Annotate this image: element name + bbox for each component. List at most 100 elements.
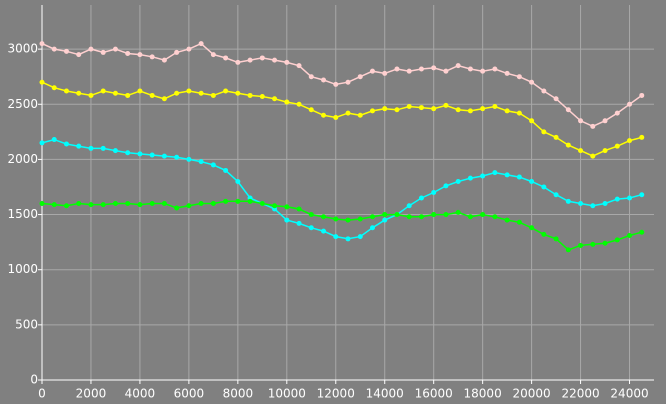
- point: [137, 88, 143, 94]
- point: [443, 183, 449, 189]
- point: [590, 123, 596, 129]
- y-tick-label: 2500: [7, 97, 38, 111]
- point: [186, 156, 192, 162]
- point: [51, 46, 57, 52]
- point: [76, 143, 82, 149]
- point: [541, 88, 547, 94]
- point: [639, 92, 645, 98]
- point: [174, 49, 180, 55]
- point: [431, 212, 437, 218]
- point: [467, 175, 473, 181]
- point: [235, 198, 241, 204]
- point: [357, 216, 363, 222]
- point: [614, 110, 620, 116]
- point: [186, 88, 192, 94]
- point: [259, 94, 265, 100]
- point: [321, 228, 327, 234]
- point: [418, 214, 424, 220]
- point: [541, 231, 547, 237]
- point: [296, 101, 302, 107]
- point: [565, 107, 571, 113]
- point: [333, 81, 339, 87]
- point: [529, 178, 535, 184]
- point: [198, 159, 204, 165]
- point: [492, 170, 498, 176]
- point: [553, 96, 559, 102]
- point: [504, 70, 510, 76]
- point: [39, 79, 45, 85]
- point: [443, 68, 449, 74]
- point: [467, 108, 473, 114]
- point: [223, 198, 229, 204]
- point: [186, 46, 192, 52]
- point: [614, 196, 620, 202]
- point: [382, 212, 388, 218]
- point: [382, 217, 388, 223]
- point: [112, 90, 118, 96]
- point: [39, 41, 45, 47]
- point: [382, 106, 388, 112]
- point: [223, 167, 229, 173]
- point: [369, 108, 375, 114]
- point: [504, 172, 510, 178]
- x-tick-label: 0: [38, 387, 46, 401]
- point: [627, 233, 633, 239]
- point: [382, 70, 388, 76]
- point: [149, 152, 155, 158]
- point: [480, 106, 486, 112]
- y-tick-label: 500: [15, 317, 38, 331]
- point: [516, 174, 522, 180]
- point: [602, 118, 608, 124]
- point: [455, 63, 461, 69]
- point: [149, 92, 155, 98]
- point: [418, 66, 424, 72]
- point: [529, 118, 535, 124]
- point: [210, 52, 216, 58]
- point: [284, 59, 290, 65]
- x-tick-label: 14000: [366, 387, 404, 401]
- point: [394, 107, 400, 113]
- point: [614, 237, 620, 243]
- point: [51, 85, 57, 91]
- y-tick-label: 0: [30, 373, 38, 387]
- point: [627, 101, 633, 107]
- point: [51, 202, 57, 208]
- x-tick-label: 20000: [513, 387, 551, 401]
- point: [296, 63, 302, 69]
- point: [418, 195, 424, 201]
- point: [210, 162, 216, 168]
- point: [541, 129, 547, 135]
- point: [321, 77, 327, 83]
- point: [394, 66, 400, 72]
- point: [125, 51, 131, 57]
- point: [516, 74, 522, 80]
- point: [223, 55, 229, 61]
- point: [161, 96, 167, 102]
- point: [308, 212, 314, 218]
- point: [455, 107, 461, 113]
- point: [284, 204, 290, 210]
- point: [639, 134, 645, 140]
- x-tick-label: 6000: [174, 387, 205, 401]
- point: [51, 137, 57, 143]
- point: [602, 201, 608, 207]
- point: [174, 154, 180, 160]
- point: [492, 103, 498, 109]
- point: [161, 57, 167, 63]
- point: [137, 202, 143, 208]
- point: [467, 66, 473, 72]
- point: [333, 234, 339, 240]
- point: [39, 201, 45, 207]
- x-tick-label: 12000: [317, 387, 355, 401]
- point: [333, 115, 339, 120]
- point: [88, 92, 94, 98]
- point: [63, 203, 69, 209]
- point: [247, 92, 253, 98]
- point: [137, 151, 143, 157]
- point: [345, 217, 351, 223]
- point: [369, 214, 375, 220]
- point: [100, 88, 106, 94]
- point: [63, 48, 69, 54]
- point: [223, 88, 229, 94]
